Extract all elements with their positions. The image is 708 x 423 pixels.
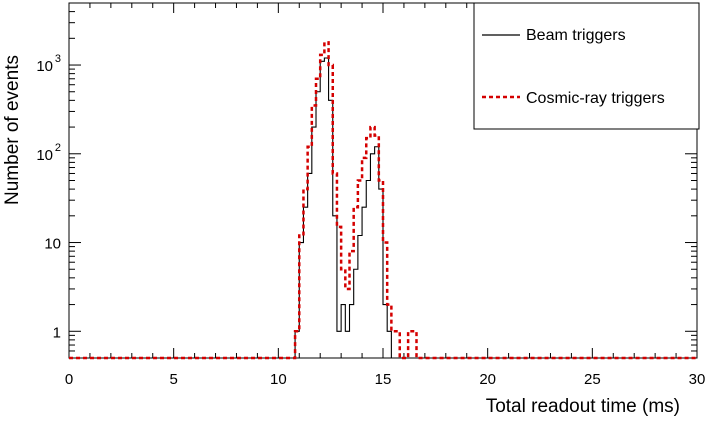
- x-tick-label: 10: [270, 371, 287, 388]
- legend-box: [473, 2, 700, 130]
- y-axis-title-group: Number of events: [2, 55, 23, 205]
- series-layer: [69, 41, 697, 360]
- y-tick-exponent: 3: [55, 53, 61, 65]
- legend-label-beam: Beam triggers: [526, 27, 626, 44]
- y-tick-label: 10: [36, 147, 53, 164]
- x-tick-label: 25: [584, 371, 601, 388]
- legend: Beam triggers Cosmic-ray triggers: [473, 2, 700, 130]
- x-tick-label: 15: [375, 371, 392, 388]
- series-line-cosmic: [69, 41, 697, 360]
- x-tick-label: 30: [689, 371, 706, 388]
- y-axis-title: Number of events: [2, 55, 23, 205]
- x-axis-title: Total readout time (ms): [486, 396, 680, 417]
- y-tick-label: 10: [36, 58, 53, 75]
- x-tick-label: 0: [65, 371, 73, 388]
- legend-label-cosmic: Cosmic-ray triggers: [526, 90, 665, 107]
- x-tick-label: 5: [169, 371, 177, 388]
- y-tick-label: 1: [53, 324, 61, 341]
- x-tick-label: 20: [479, 371, 496, 388]
- y-tick-exponent: 2: [55, 142, 61, 154]
- x-axis: 0 5 10 15 20 25 30: [65, 3, 706, 388]
- y-tick-label: 10: [44, 236, 61, 253]
